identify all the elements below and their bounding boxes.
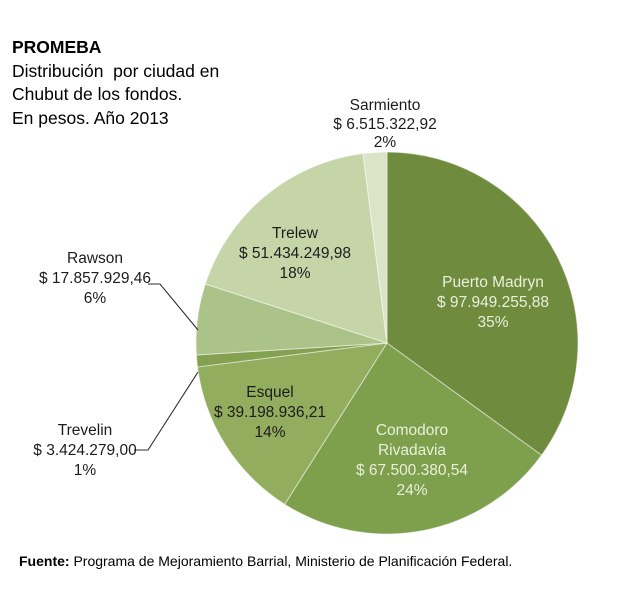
slice-amount: $ 17.857.929,46 — [38, 270, 152, 287]
pie-label-puerto-madryn: Puerto Madryn $ 97.949.255,88 35% — [403, 273, 583, 333]
chart-subtitle-line-1: Distribución por ciudad en — [12, 60, 220, 81]
slice-name: Puerto Madryn — [442, 274, 544, 291]
slice-amount: $ 6.515.322,92 — [333, 115, 437, 133]
leader-lines-group — [134, 283, 199, 451]
slice-name: Esquel — [246, 384, 294, 401]
source-text: Programa de Mejoramiento Barrial, Minist… — [69, 553, 513, 569]
chart-subtitle-line-3: En pesos. Año 2013 — [12, 107, 169, 128]
pie-label-esquel: Esquel $ 39.198.936,21 14% — [185, 383, 355, 443]
slice-percent: 24% — [396, 482, 428, 499]
pie-slices-group — [195, 151, 579, 535]
pie-slice-comodoro-rivadavia — [283, 342, 543, 535]
slice-percent: 35% — [477, 314, 509, 331]
slice-percent: 6% — [83, 290, 107, 307]
slice-name: Comodoro Rivadavia — [375, 422, 449, 459]
slice-amount: $ 39.198.936,21 — [213, 404, 327, 421]
pie-slice-sarmiento — [362, 151, 388, 344]
chart-title-block: PROMEBA Distribución por ciudad en Chubu… — [12, 36, 219, 130]
slice-name: Sarmiento — [349, 97, 421, 114]
leader-line-trevelin — [134, 371, 199, 451]
slice-name: Trevelin — [57, 422, 113, 439]
slice-percent: 14% — [254, 424, 286, 441]
slice-amount: $ 51.434.249,98 — [238, 245, 352, 262]
chart-title: PROMEBA — [12, 37, 102, 57]
slice-amount: $ 97.949.255,88 — [436, 294, 550, 311]
pie-label-trevelin: Trevelin $ 3.424.279,00 1% — [0, 421, 170, 481]
pie-label-sarmiento: Sarmiento $ 6.515.322,92 2% — [300, 97, 470, 153]
chart-subtitle-line-2: Chubut de los fondos. — [12, 84, 183, 104]
pie-slice-puerto-madryn — [386, 151, 579, 456]
slice-percent: 18% — [279, 265, 311, 282]
pie-label-trelew: Trelew $ 51.434.249,98 18% — [210, 224, 380, 284]
pie-slice-trelew — [204, 152, 388, 344]
source-label: Fuente: — [19, 553, 70, 569]
pie-slice-esquel — [196, 342, 388, 505]
slice-percent: 2% — [373, 134, 397, 151]
pie-label-comodoro-rivadavia: Comodoro Rivadavia $ 67.500.380,54 24% — [352, 421, 472, 501]
leader-line-rawson — [148, 283, 199, 331]
slice-name: Rawson — [67, 250, 123, 267]
slice-name: Trelew — [272, 225, 318, 242]
slice-percent: 1% — [73, 462, 97, 479]
slice-amount: $ 3.424.279,00 — [33, 442, 137, 459]
pie-label-rawson: Rawson $ 17.857.929,46 6% — [10, 249, 180, 309]
source-note: Fuente: Programa de Mejoramiento Barrial… — [19, 553, 512, 569]
slice-amount: $ 67.500.380,54 — [355, 462, 469, 479]
